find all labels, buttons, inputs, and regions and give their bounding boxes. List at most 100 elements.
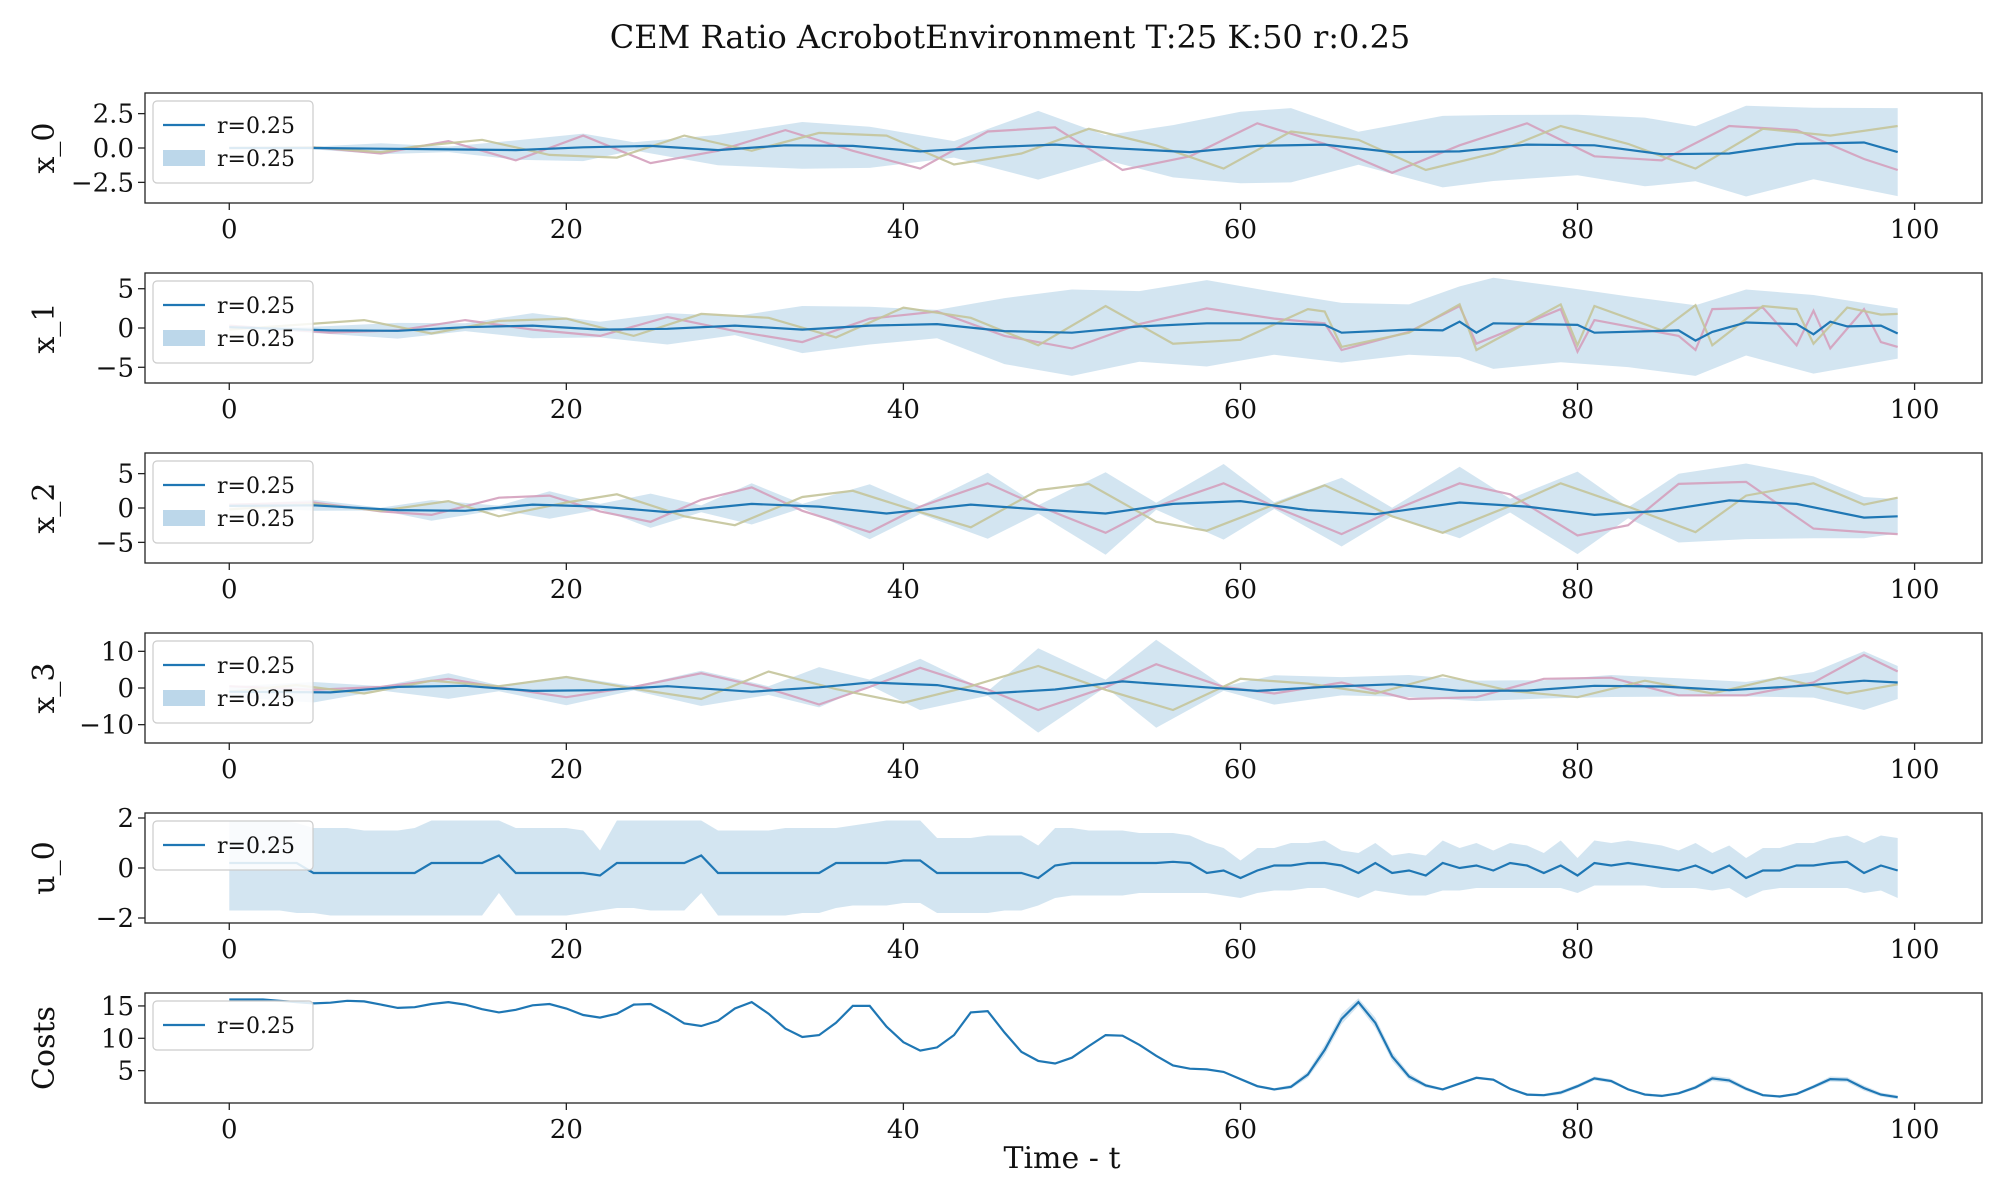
y-axis-label: u_0 [27, 841, 62, 894]
x-tick-label: 100 [1890, 575, 1940, 605]
mean-line [229, 320, 1899, 342]
y-tick-label: 15 [101, 992, 134, 1022]
x-tick-label: 80 [1561, 395, 1594, 425]
y-tick-label: 0 [117, 854, 134, 884]
legend-label: r=0.25 [217, 294, 295, 319]
subplot-x3: 0 20 40 60 80 100 −10 0 10 x_3 r=0.25 r=0.25 [27, 632, 1983, 785]
legend-label: r=0.25 [217, 654, 295, 679]
x-tick-label: 20 [550, 575, 583, 605]
plot-area [229, 820, 1899, 916]
legend-label: r=0.25 [217, 114, 295, 139]
std-band [229, 277, 1898, 376]
y-tick-label: 0 [117, 314, 134, 344]
legend-label: r=0.25 [217, 507, 295, 532]
x-tick-label: 80 [1561, 575, 1594, 605]
x-tick-label: 20 [550, 395, 583, 425]
legend-patch-swatch [163, 150, 205, 166]
y-axis-label: x_1 [27, 302, 62, 353]
mean-line [229, 998, 1898, 1099]
sample-trajectory-0 [229, 122, 1899, 174]
legend: r=0.25 [152, 1000, 314, 1051]
std-band [229, 105, 1898, 197]
legend: r=0.25 r=0.25 [152, 460, 314, 544]
legend-label: r=0.25 [217, 147, 295, 172]
subplot-u0: 0 20 40 60 80 100 −2 0 2 u_0 r=0.25 [27, 804, 1983, 965]
x-tick-label: 40 [887, 575, 920, 605]
x-tick-label: 0 [221, 575, 238, 605]
x-tick-label: 20 [550, 755, 583, 785]
x-tick-label: 80 [1561, 755, 1594, 785]
x-tick-label: 100 [1890, 755, 1940, 785]
mean-line [229, 854, 1899, 880]
legend: r=0.25 r=0.25 [152, 280, 314, 364]
plot-area [229, 105, 1899, 197]
y-tick-label: 0 [117, 494, 134, 524]
x-tick-label: 60 [1224, 935, 1257, 965]
x-tick-label: 80 [1561, 935, 1594, 965]
x-tick-label: 0 [221, 1115, 238, 1145]
x-tick-label: 40 [887, 755, 920, 785]
sample-trajectory-1 [229, 124, 1898, 172]
x-tick-label: 80 [1561, 215, 1594, 245]
x-tick-label: 0 [221, 395, 238, 425]
x-tick-label: 20 [550, 215, 583, 245]
legend-label: r=0.25 [217, 834, 295, 859]
x-tick-label: 40 [887, 215, 920, 245]
legend: r=0.25 r=0.25 [152, 640, 314, 724]
subplot-x2: 0 20 40 60 80 100 −5 0 5 x_2 r=0.25 r=0.25 [27, 452, 1983, 605]
legend-patch-swatch [163, 690, 205, 706]
sample-trajectory-1 [229, 482, 1898, 534]
x-tick-label: 60 [1224, 1115, 1257, 1145]
y-tick-label: −2 [96, 904, 134, 934]
x-tick-label: 40 [887, 1115, 920, 1145]
plot-area [229, 277, 1899, 376]
y-tick-label: 10 [101, 637, 134, 667]
x-tick-label: 60 [1224, 215, 1257, 245]
std-band [229, 639, 1898, 733]
y-axis-label: Costs [27, 1006, 62, 1090]
legend: r=0.25 r=0.25 [152, 100, 314, 184]
y-tick-label: −5 [96, 528, 134, 558]
plot-area [229, 998, 1898, 1100]
x-tick-label: 60 [1224, 755, 1257, 785]
x-tick-label: 60 [1224, 575, 1257, 605]
y-tick-label: 2.5 [93, 100, 134, 130]
plot-area [229, 639, 1899, 733]
x-tick-label: 40 [887, 395, 920, 425]
std-band [229, 463, 1898, 555]
y-tick-label: 5 [117, 1057, 134, 1087]
std-band [229, 820, 1898, 916]
legend-patch-swatch [163, 510, 205, 526]
y-axis-label: x_2 [27, 482, 62, 533]
x-tick-label: 0 [221, 935, 238, 965]
mean-line [229, 679, 1898, 695]
subplot-x0: 0 20 40 60 80 100 −2.5 0.0 2.5 x_0 r=0.25 r=0.25 [27, 92, 1983, 245]
x-tick-label: 0 [221, 215, 238, 245]
figure-title: CEM Ratio AcrobotEnvironment T:25 K:50 r… [610, 18, 1411, 56]
legend-label: r=0.25 [217, 687, 295, 712]
sample-trajectory-0 [229, 304, 1899, 355]
y-tick-label: 5 [117, 460, 134, 490]
y-tick-label: 0.0 [93, 134, 134, 164]
mean-line [229, 499, 1898, 519]
sample-trajectory-0 [229, 480, 1898, 537]
y-tick-label: −2.5 [71, 168, 134, 198]
x-tick-label: 20 [550, 935, 583, 965]
x-axis-label: Time - t [1003, 1141, 1120, 1176]
legend-box [152, 820, 314, 871]
legend-box [152, 1000, 314, 1051]
x-tick-label: 60 [1224, 395, 1257, 425]
x-tick-label: 100 [1890, 215, 1940, 245]
y-axis-label: x_3 [27, 662, 62, 713]
subplots-container: 0 20 40 60 80 100−2.50.02.5x_0 r=0.25r=0.250 20… [27, 92, 1983, 1145]
x-tick-label: 100 [1890, 1115, 1940, 1145]
x-tick-label: 40 [887, 935, 920, 965]
x-tick-label: 20 [550, 1115, 583, 1145]
sample-trajectory-1 [229, 664, 1898, 712]
y-tick-label: 0 [117, 674, 134, 704]
legend-label: r=0.25 [217, 474, 295, 499]
subplot-x1: 0 20 40 60 80 100 −5 0 5 x_1 r=0.25 r=0.25 [27, 272, 1983, 425]
legend-label: r=0.25 [217, 327, 295, 352]
